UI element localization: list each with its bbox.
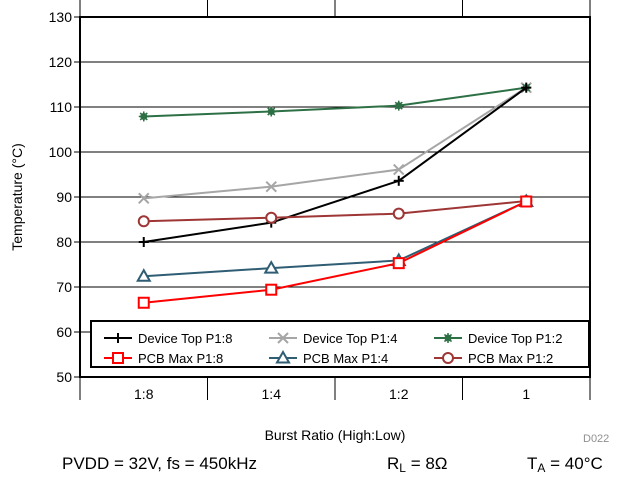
data-point-pcb-max-p1-2 (265, 211, 278, 224)
data-point-pcb-max-p1-2 (137, 215, 150, 228)
footer-rl-subscript: L (399, 461, 406, 475)
x-tick-label: 1:4 (262, 386, 282, 402)
footer-ta-value: = 40°C (545, 454, 603, 473)
legend-label-pcb-max-p1-4: PCB Max P1:4 (303, 351, 388, 366)
y-axis-label: Temperature (°C) (9, 143, 25, 251)
series-line-device-top-p1-8 (143, 86, 527, 243)
series-line-pcb-max-p1-8 (143, 200, 527, 304)
series-line-device-top-p1-2 (143, 86, 527, 118)
data-point-pcb-max-p1-4 (263, 260, 279, 274)
footer-rl: RL = 8Ω (387, 454, 448, 475)
legend-marker-device-top-p1-8 (113, 333, 123, 343)
data-point-pcb-max-p1-8 (137, 296, 150, 309)
data-point-pcb-max-p1-8 (265, 283, 278, 296)
footer-pvdd-fs: PVDD = 32V, fs = 450kHz (62, 454, 257, 473)
series-line-device-top-p1-4 (143, 86, 527, 200)
legend-label-pcb-max-p1-2: PCB Max P1:2 (468, 351, 553, 366)
legend-label-pcb-max-p1-8: PCB Max P1:8 (138, 351, 223, 366)
legend-marker-device-top-p1-2 (443, 333, 453, 343)
figure-code: D022 (583, 433, 610, 445)
data-point-device-top-p1-2 (393, 100, 404, 111)
x-axis-label: Burst Ratio (High:Low) (265, 427, 406, 443)
y-tick-label: 120 (49, 54, 73, 70)
legend-marker-pcb-max-p1-2 (442, 352, 454, 364)
legend: Device Top P1:8 Device Top P1:4 Device Top… (90, 320, 590, 368)
series-line-pcb-max-p1-2 (143, 200, 527, 223)
y-tick-label: 50 (56, 369, 72, 385)
data-point-device-top-p1-8 (138, 237, 149, 247)
legend-marker-pcb-max-p1-8 (112, 352, 124, 364)
x-tick-label: 1:8 (134, 386, 154, 402)
data-point-device-top-p1-2 (266, 106, 277, 117)
legend-label-device-top-p1-8: Device Top P1:8 (138, 331, 232, 346)
y-tick-label: 60 (56, 324, 72, 340)
data-point-pcb-max-p1-4 (136, 268, 152, 282)
legend-marker-device-top-p1-4 (277, 332, 289, 344)
data-point-device-top-p1-4 (138, 192, 150, 205)
y-axis-ticks: 50 60 70 80 90 100 110 120 130 (49, 9, 80, 385)
x-tick-label: 1 (522, 386, 530, 402)
legend-marker-pcb-max-p1-4 (275, 349, 291, 364)
y-tick-label: 80 (56, 234, 72, 250)
data-point-pcb-max-p1-2 (392, 207, 405, 220)
data-point-pcb-max-p1-8 (392, 257, 405, 270)
x-axis-ticks: 1:8 1:4 1:2 1 (134, 386, 530, 402)
data-point-pcb-max-p1-8 (520, 195, 533, 208)
legend-label-device-top-p1-4: Device Top P1:4 (303, 331, 397, 346)
footer-rl-value: = 8Ω (405, 454, 448, 473)
data-point-device-top-p1-4 (393, 163, 405, 176)
series-group (136, 81, 534, 309)
data-point-device-top-p1-2 (138, 111, 149, 122)
y-tick-label: 90 (56, 189, 72, 205)
legend-box (90, 320, 590, 368)
y-tick-label: 130 (49, 9, 73, 25)
data-point-device-top-p1-4 (265, 180, 277, 193)
series-line-pcb-max-p1-4 (143, 200, 527, 278)
x-tick-label: 1:2 (389, 386, 409, 402)
footer-ta: TA = 40°C (527, 454, 603, 475)
data-point-device-top-p1-8 (521, 82, 532, 93)
footer-ta-symbol: T (527, 454, 538, 473)
x-grid-lines (79, 0, 591, 400)
data-point-device-top-p1-8 (393, 175, 404, 186)
legend-label-device-top-p1-2: Device Top P1:2 (468, 331, 562, 346)
y-tick-label: 100 (49, 144, 73, 160)
y-tick-label: 110 (50, 99, 73, 115)
y-tick-label: 70 (56, 279, 72, 295)
footer-ta-subscript: A (537, 461, 546, 475)
footer-rl-symbol: R (387, 454, 400, 473)
